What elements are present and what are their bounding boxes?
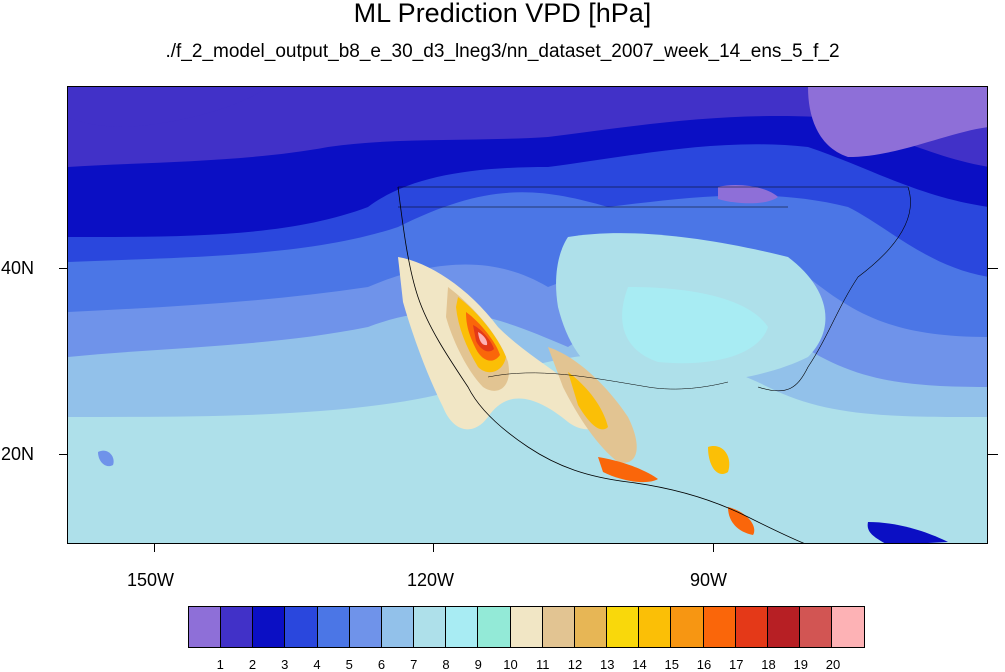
colorbar-swatch — [381, 607, 415, 647]
colorbar-swatch — [832, 607, 865, 647]
contour-band-15-yucatan — [708, 446, 730, 475]
colorbar-level-label: 6 — [377, 657, 386, 672]
contour-band-6-hawaii — [98, 450, 114, 467]
colorbar-swatch — [510, 607, 543, 647]
colorbar-swatch — [253, 607, 286, 647]
contour-band-1-ne — [808, 87, 987, 157]
colorbar-level-label: 3 — [281, 657, 289, 672]
lon-tick-150w — [154, 544, 155, 552]
colorbar-swatch — [221, 607, 254, 647]
colorbar-swatch — [478, 607, 511, 647]
lat-label-20n: 20N — [1, 444, 35, 464]
map-plot-area — [67, 86, 988, 544]
lat-tick-20n-right — [988, 454, 998, 455]
colorbar-swatch — [639, 607, 672, 647]
colorbar-swatch — [703, 607, 736, 647]
colorbar-swatch — [349, 607, 382, 647]
west-coastline — [397, 186, 805, 543]
map-title: ML Prediction VPD [hPa] — [353, 0, 652, 28]
colorbar-level-label: 17 — [729, 657, 744, 672]
mexico-border — [487, 372, 729, 390]
lat-tick-40n — [59, 268, 67, 269]
contour-band-1-lakes — [718, 185, 778, 204]
contour-band-20-southwest — [478, 332, 488, 346]
colorbar-swatch — [414, 607, 447, 647]
contour-band-17-mexico — [598, 457, 658, 483]
colorbar-swatch — [735, 607, 768, 647]
contour-band-2 — [68, 87, 987, 167]
colorbar-level-label: 12 — [567, 657, 583, 672]
colorbar-level-label: 9 — [474, 657, 482, 672]
colorbar-level-label: 18 — [761, 657, 776, 672]
colorbar-level-label: 7 — [410, 657, 418, 672]
colorbar-level-label: 5 — [345, 657, 353, 672]
contour-band-17-central-america — [728, 507, 755, 535]
colorbar-swatch — [317, 607, 350, 647]
colorbar-level-label: 13 — [600, 657, 615, 672]
colorbar-level-label: 1 — [216, 657, 224, 672]
us-border — [398, 186, 911, 392]
lat-tick-20n — [59, 454, 67, 455]
colorbar-level-label: 20 — [825, 657, 841, 672]
colorbar-level-label: 15 — [664, 657, 679, 672]
colorbar-level-label: 16 — [696, 657, 712, 672]
colorbar-swatch — [574, 607, 608, 647]
lon-tick-90w — [713, 544, 714, 552]
lat-label-40n: 40N — [1, 258, 35, 278]
colorbar-swatch — [285, 607, 318, 647]
contour-band-15-mexico — [568, 372, 608, 430]
lat-tick-40n-right — [988, 268, 998, 269]
colorbar-level-label: 8 — [442, 657, 450, 672]
colorbar-level-label: 4 — [313, 657, 321, 672]
contour-band-9-us-interior — [622, 287, 768, 364]
map-subtitle: ./f_2_model_output_b8_e_30_d3_lneg3/nn_d… — [165, 41, 840, 62]
colorbar-level-label: 19 — [793, 657, 808, 672]
colorbar-swatch — [607, 607, 640, 647]
vpd-contour-map — [68, 87, 987, 543]
colorbar-level-label: 11 — [536, 657, 550, 672]
contour-band-3-caribbean — [867, 522, 948, 543]
lon-tick-120w — [433, 544, 434, 552]
colorbar-swatch — [446, 607, 479, 647]
colorbar-swatch — [189, 607, 222, 647]
colorbar-swatch — [799, 607, 833, 647]
lon-label-150w: 150W — [127, 570, 175, 590]
colorbar-level-label: 10 — [503, 657, 518, 672]
colorbar-swatch — [767, 607, 800, 647]
colorbar-swatch — [542, 607, 575, 647]
colorbar-swatch — [671, 607, 704, 647]
lon-label-90w: 90W — [690, 570, 728, 590]
colorbar-level-label: 14 — [632, 657, 647, 672]
lon-label-120w: 120W — [407, 570, 455, 590]
colorbar — [188, 606, 866, 648]
contour-band-2-nw — [68, 87, 268, 127]
colorbar-level-label: 2 — [248, 657, 257, 672]
